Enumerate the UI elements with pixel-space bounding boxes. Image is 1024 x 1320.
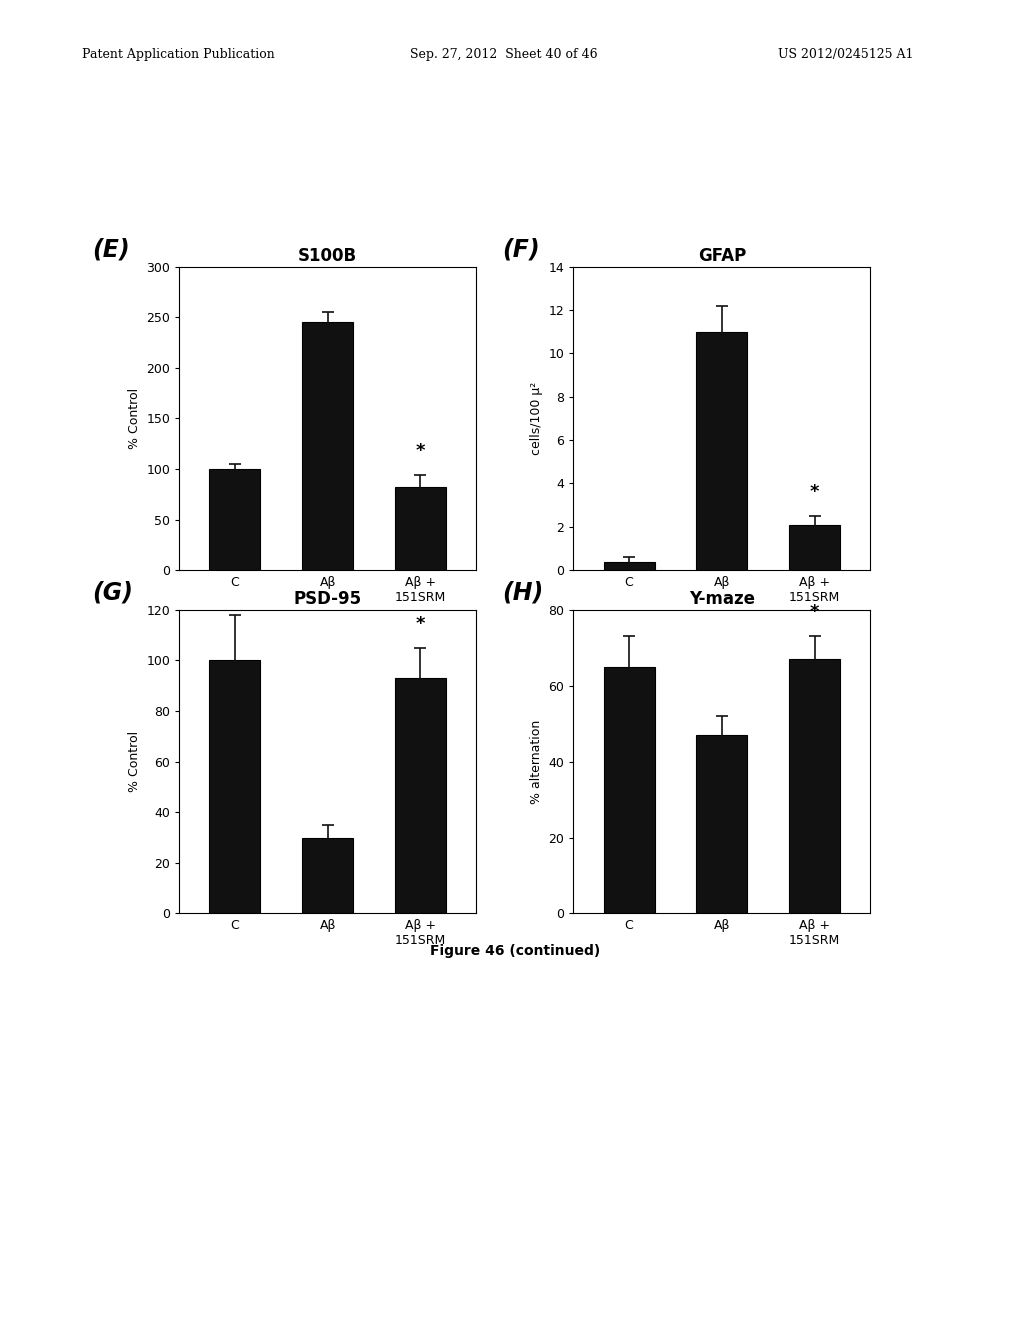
Title: GFAP: GFAP [697, 247, 746, 265]
Bar [603, 667, 654, 913]
Y-axis label: cells/100 μ²: cells/100 μ² [530, 381, 543, 455]
Text: Sep. 27, 2012  Sheet 40 of 46: Sep. 27, 2012 Sheet 40 of 46 [410, 48, 597, 61]
Bar [209, 469, 260, 570]
Bar [302, 322, 353, 570]
Bar [302, 837, 353, 913]
Bar [603, 561, 654, 570]
Text: *: * [810, 603, 819, 622]
Text: (G): (G) [92, 581, 133, 605]
Text: (E): (E) [92, 238, 130, 261]
Title: S100B: S100B [298, 247, 357, 265]
Bar [696, 735, 748, 913]
Text: *: * [810, 483, 819, 500]
Bar [395, 487, 446, 570]
Text: *: * [416, 442, 425, 459]
Title: Y-maze: Y-maze [689, 590, 755, 609]
Text: Figure 46 (continued): Figure 46 (continued) [430, 944, 600, 958]
Text: Patent Application Publication: Patent Application Publication [82, 48, 274, 61]
Y-axis label: % Control: % Control [128, 731, 140, 792]
Text: (H): (H) [502, 581, 543, 605]
Text: US 2012/0245125 A1: US 2012/0245125 A1 [778, 48, 913, 61]
Bar [790, 659, 841, 913]
Bar [790, 525, 841, 570]
Y-axis label: % alternation: % alternation [529, 719, 543, 804]
Title: PSD-95: PSD-95 [294, 590, 361, 609]
Text: *: * [416, 615, 425, 632]
Bar [209, 660, 260, 913]
Bar [395, 678, 446, 913]
Bar [696, 331, 748, 570]
Text: (F): (F) [502, 238, 540, 261]
Y-axis label: % Control: % Control [128, 388, 140, 449]
